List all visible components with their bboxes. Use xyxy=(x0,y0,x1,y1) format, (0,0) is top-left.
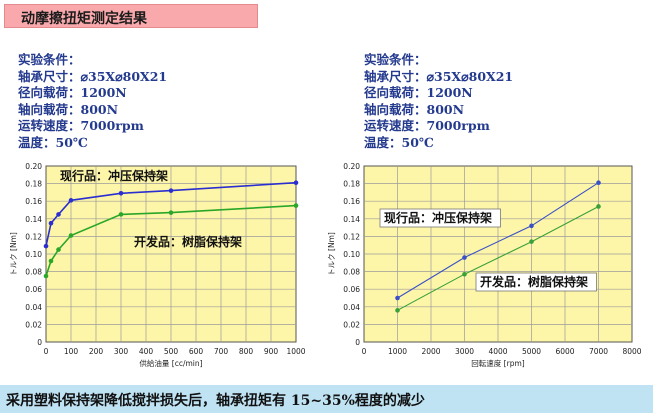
y-tick-label: 0.02 xyxy=(343,320,360,329)
data-point xyxy=(118,212,124,217)
series-label: 开发品：树脂保持架 xyxy=(480,274,588,289)
series-line xyxy=(397,182,599,299)
data-point xyxy=(56,247,61,252)
data-point xyxy=(68,233,74,238)
series-label-box xyxy=(475,272,597,292)
page-title-box: 动摩擦扭矩测定结果 xyxy=(4,4,258,28)
data-point xyxy=(596,204,601,209)
y-tick-label: 0.18 xyxy=(343,180,360,189)
y-axis-label: トルク [Nm] xyxy=(327,232,336,276)
x-tick-label: 700 xyxy=(214,347,229,356)
y-tick-label: 0.08 xyxy=(343,268,360,277)
condition-line: 轴向载荷：800N xyxy=(18,101,119,117)
x-tick-label: 3000 xyxy=(455,347,474,356)
conclusion-text: 采用塑料保持架降低搅拌损失后，轴承扭矩有 15~35%程度的减少 xyxy=(6,393,425,409)
x-tick-label: 100 xyxy=(64,347,79,356)
y-axis-label: トルク [Nm] xyxy=(9,232,18,276)
x-tick-label: 400 xyxy=(139,347,154,356)
condition-line: 温度：50℃ xyxy=(18,134,88,150)
y-tick-label: 0 xyxy=(37,338,42,347)
condition-line: 温度：50℃ xyxy=(364,134,434,150)
y-tick-label: 0.20 xyxy=(25,162,42,171)
condition-line: 运转速度：7000rpm xyxy=(364,118,490,133)
y-tick-label: 0.18 xyxy=(25,180,42,189)
y-tick-label: 0.16 xyxy=(343,197,360,206)
y-tick-label: 0 xyxy=(355,338,360,347)
series-label: 现行品：冲压保持架 xyxy=(384,210,492,225)
x-tick-label: 0 xyxy=(44,347,49,356)
x-tick-label: 800 xyxy=(239,347,254,356)
x-tick-label: 0 xyxy=(362,347,367,356)
data-point xyxy=(395,295,400,301)
data-point xyxy=(529,239,534,244)
data-point xyxy=(68,198,74,203)
y-tick-label: 0.02 xyxy=(25,320,42,329)
y-tick-label: 0.06 xyxy=(25,285,42,294)
data-point xyxy=(395,308,400,313)
x-tick-label: 300 xyxy=(114,347,129,356)
condition-line: 轴承尺寸：⌀35X⌀80X21 xyxy=(18,68,168,84)
x-tick-label: 5000 xyxy=(522,347,541,356)
y-tick-label: 0.12 xyxy=(343,232,360,241)
condition-line: 轴向载荷：800N xyxy=(364,101,465,117)
conditions-heading: 实验条件： xyxy=(18,52,81,67)
x-tick-label: 1000 xyxy=(388,347,407,356)
data-point xyxy=(43,273,49,279)
data-point xyxy=(118,190,124,196)
x-axis-label: 回転速度 [rpm] xyxy=(471,358,524,368)
data-point xyxy=(48,258,54,264)
data-point xyxy=(56,212,61,217)
y-tick-label: 0.08 xyxy=(25,268,42,277)
series-line xyxy=(397,206,599,311)
condition-line: 径向载荷：1200N xyxy=(18,85,127,100)
x-tick-label: 4000 xyxy=(488,347,507,356)
x-tick-label: 900 xyxy=(264,347,279,356)
series-label: 现行品：冲压保持架 xyxy=(60,168,168,183)
series-label-box xyxy=(379,208,501,228)
condition-line: 轴承尺寸：⌀35X⌀80X21 xyxy=(364,68,514,84)
x-axis-label: 供給油量 [cc/min] xyxy=(139,358,202,368)
y-tick-label: 0.04 xyxy=(25,303,42,312)
data-point xyxy=(48,220,54,226)
data-point xyxy=(43,243,49,249)
x-tick-label: 600 xyxy=(189,347,204,356)
x-tick-label: 2000 xyxy=(421,347,440,356)
y-tick-label: 0.10 xyxy=(343,250,360,259)
chart-oil-flow-svg: 0 0.02 0.04 0.06 0.08 0.10 0.12 0.14 0.16 0.18 0.2… xyxy=(9,162,306,368)
data-point xyxy=(596,180,601,186)
y-tick-label: 0.16 xyxy=(25,197,42,206)
y-tick-label: 0.12 xyxy=(25,232,42,241)
data-point xyxy=(462,271,467,277)
page-title: 动摩擦扭矩测定结果 xyxy=(21,11,147,27)
conclusion-bar: 采用塑料保持架降低搅拌损失后，轴承扭矩有 15~35%程度的减少 xyxy=(0,385,653,413)
chart-speed: 0 0.02 0.04 0.06 0.08 0.10 0.12 0.14 0.16 0.18 0.2… xyxy=(322,158,647,380)
conditions-left: 实验条件： 轴承尺寸：⌀35X⌀80X21 径向载荷：1200N 轴向载荷：80… xyxy=(18,52,167,151)
condition-line: 径向载荷：1200N xyxy=(364,85,473,100)
conditions-heading: 实验条件： xyxy=(364,52,427,67)
data-point xyxy=(462,255,467,260)
data-point xyxy=(168,188,174,193)
condition-line: 运转速度：7000rpm xyxy=(18,118,144,133)
data-point xyxy=(168,210,174,215)
conditions-right: 实验条件： 轴承尺寸：⌀35X⌀80X21 径向载荷：1200N 轴向载荷：80… xyxy=(364,52,513,151)
y-tick-label: 0.20 xyxy=(343,162,360,171)
y-tick-label: 0.14 xyxy=(343,215,360,224)
x-tick-label: 7000 xyxy=(589,347,608,356)
y-tick-label: 0.06 xyxy=(343,285,360,294)
chart-speed-svg: 0 0.02 0.04 0.06 0.08 0.10 0.12 0.14 0.16 0.18 0.2… xyxy=(327,162,642,368)
x-tick-label: 500 xyxy=(164,347,179,356)
x-tick-label: 8000 xyxy=(622,347,641,356)
y-tick-label: 0.04 xyxy=(343,303,360,312)
chart-oil-flow: 0 0.02 0.04 0.06 0.08 0.10 0.12 0.14 0.16 0.18 0.2… xyxy=(0,158,310,380)
y-tick-label: 0.10 xyxy=(25,250,42,259)
data-point xyxy=(529,223,534,229)
x-tick-label: 200 xyxy=(89,347,104,356)
x-tick-label: 6000 xyxy=(555,347,574,356)
x-tick-label: 1000 xyxy=(286,347,305,356)
series-label: 开发品：树脂保持架 xyxy=(134,234,242,249)
data-point xyxy=(293,180,299,186)
y-tick-label: 0.14 xyxy=(25,215,42,224)
data-point xyxy=(293,203,299,208)
